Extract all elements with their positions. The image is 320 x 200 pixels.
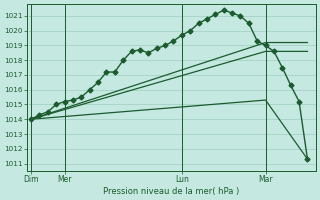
X-axis label: Pression niveau de la mer( hPa ): Pression niveau de la mer( hPa ) [103, 187, 239, 196]
